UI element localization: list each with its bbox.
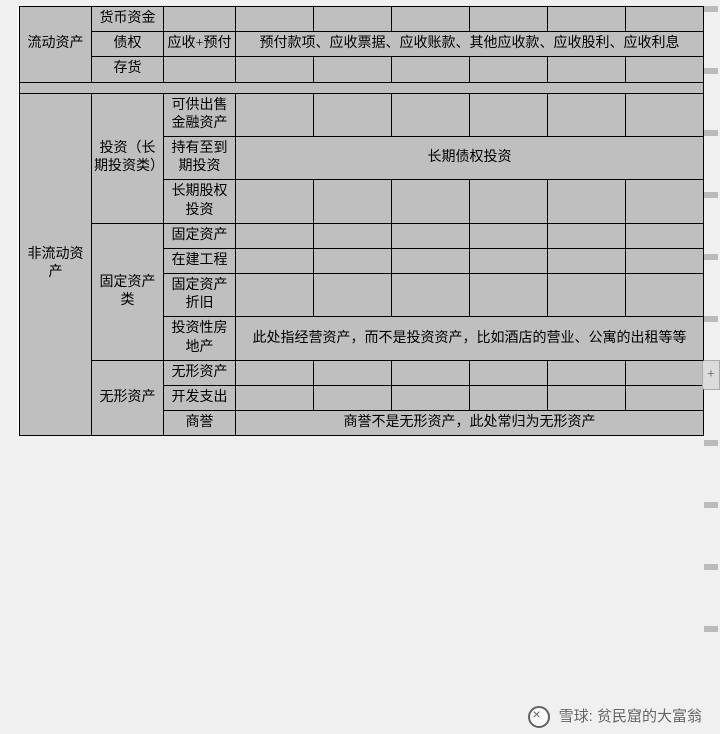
empty-cell <box>236 360 314 385</box>
empty-cell <box>470 57 548 82</box>
empty-cell <box>236 274 314 317</box>
expand-button[interactable]: + <box>702 360 720 390</box>
empty-cell <box>626 93 704 136</box>
empty-cell <box>314 7 392 32</box>
empty-cell <box>314 180 392 223</box>
empty-cell <box>314 57 392 82</box>
empty-cell <box>236 223 314 248</box>
subgroup-label: 投资（长期投资类） <box>92 93 164 223</box>
group-label: 非流动资产 <box>20 93 92 436</box>
table-row: 固定资产类 固定资产 <box>20 223 704 248</box>
empty-cell <box>626 360 704 385</box>
section-separator <box>20 82 704 93</box>
subgroup-label: 无形资产 <box>92 360 164 436</box>
empty-cell <box>314 274 392 317</box>
empty-cell <box>548 248 626 273</box>
empty-cell <box>392 223 470 248</box>
empty-cell <box>392 93 470 136</box>
empty-cell <box>548 57 626 82</box>
watermark-text2: 贫民窟的大富翁 <box>597 708 702 725</box>
empty-cell <box>314 223 392 248</box>
empty-cell <box>392 274 470 317</box>
empty-cell <box>392 180 470 223</box>
watermark: 雪球: 贫民窟的大富翁 <box>528 705 702 728</box>
sub-label: 持有至到期投资 <box>164 136 236 179</box>
empty-cell <box>236 57 314 82</box>
empty-cell <box>470 223 548 248</box>
empty-cell <box>470 93 548 136</box>
empty-cell <box>314 248 392 273</box>
sub-label: 固定资产折旧 <box>164 274 236 317</box>
empty-cell <box>626 180 704 223</box>
empty-cell <box>548 386 626 411</box>
empty-cell <box>314 386 392 411</box>
empty-cell <box>314 360 392 385</box>
empty-cell <box>392 360 470 385</box>
sub-label: 无形资产 <box>164 360 236 385</box>
merged-description: 预付款项、应收票据、应收账款、其他应收款、应收股利、应收利息 <box>236 32 704 57</box>
empty-cell <box>392 248 470 273</box>
empty-cell <box>626 223 704 248</box>
merged-description: 长期债权投资 <box>236 136 704 179</box>
table-row: 存货 <box>20 57 704 82</box>
watermark-text1: 雪球 <box>559 708 589 725</box>
group-label: 流动资产 <box>20 7 92 83</box>
empty-cell <box>470 7 548 32</box>
empty-cell <box>392 57 470 82</box>
sub-label: 长期股权投资 <box>164 180 236 223</box>
sub-label <box>164 57 236 82</box>
empty-cell <box>236 7 314 32</box>
sub-label: 商誉 <box>164 411 236 436</box>
empty-cell <box>470 274 548 317</box>
empty-cell <box>626 386 704 411</box>
sub-label: 债权 <box>92 32 164 57</box>
merged-description: 商誉不是无形资产，此处常归为无形资产 <box>236 411 704 436</box>
empty-cell <box>626 57 704 82</box>
sub-label <box>164 7 236 32</box>
empty-cell <box>548 360 626 385</box>
sub-label: 应收+预付 <box>164 32 236 57</box>
ruler-ticks <box>704 6 718 688</box>
asset-classification-table: 流动资产 货币资金 债权 应收+预付 预付款项、应收票据、应收账款、其他应收款、… <box>19 6 704 436</box>
sub-label: 在建工程 <box>164 248 236 273</box>
empty-cell <box>236 180 314 223</box>
table-row: 非流动资产 投资（长期投资类） 可供出售金融资产 <box>20 93 704 136</box>
empty-cell <box>470 180 548 223</box>
empty-cell <box>470 386 548 411</box>
sub-label: 可供出售金融资产 <box>164 93 236 136</box>
empty-cell <box>392 386 470 411</box>
empty-cell <box>548 180 626 223</box>
sub-label: 投资性房地产 <box>164 317 236 360</box>
empty-cell <box>470 248 548 273</box>
empty-cell <box>626 274 704 317</box>
subgroup-label: 固定资产类 <box>92 223 164 360</box>
empty-cell <box>548 274 626 317</box>
empty-cell <box>236 248 314 273</box>
empty-cell <box>236 386 314 411</box>
empty-cell <box>626 7 704 32</box>
sub-label: 存货 <box>92 57 164 82</box>
table-row: 无形资产 无形资产 <box>20 360 704 385</box>
empty-cell <box>392 7 470 32</box>
document-page: 流动资产 货币资金 债权 应收+预付 预付款项、应收票据、应收账款、其他应收款、… <box>18 6 702 436</box>
sub-label: 开发支出 <box>164 386 236 411</box>
empty-cell <box>470 360 548 385</box>
empty-cell <box>314 93 392 136</box>
merged-description: 此处指经营资产，而不是投资资产，比如酒店的营业、公寓的出租等等 <box>236 317 704 360</box>
empty-cell <box>548 93 626 136</box>
table-row: 流动资产 货币资金 <box>20 7 704 32</box>
empty-cell <box>236 93 314 136</box>
xueqiu-icon <box>528 706 550 728</box>
table-row: 债权 应收+预付 预付款项、应收票据、应收账款、其他应收款、应收股利、应收利息 <box>20 32 704 57</box>
empty-cell <box>548 223 626 248</box>
sub-label: 货币资金 <box>92 7 164 32</box>
sub-label: 固定资产 <box>164 223 236 248</box>
empty-cell <box>626 248 704 273</box>
empty-cell <box>548 7 626 32</box>
